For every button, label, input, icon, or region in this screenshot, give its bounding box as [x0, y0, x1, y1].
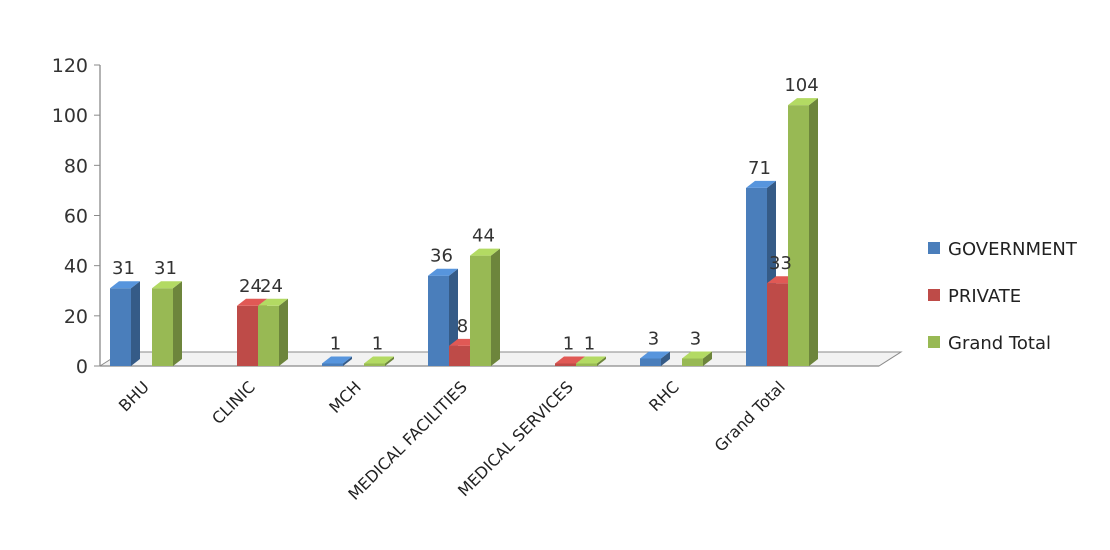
bar-side [597, 356, 606, 366]
data-label: 1 [372, 333, 383, 354]
y-tick-label: 120 [52, 55, 88, 77]
bar-top [788, 98, 818, 106]
legend-swatch [928, 242, 940, 254]
x-tick-label: MCH [325, 377, 365, 417]
bar-top [746, 180, 776, 188]
bar-top [555, 356, 585, 364]
y-tick-label: 40 [64, 256, 88, 278]
data-label: 31 [154, 258, 177, 279]
legend-swatch [928, 336, 940, 348]
bar-top [364, 356, 394, 364]
bar [576, 356, 606, 366]
legend-item: Grand Total [928, 333, 1051, 354]
bar-top [640, 351, 670, 359]
legend-swatch [928, 289, 940, 301]
bar-front [470, 255, 491, 366]
x-tick-label: BHU [115, 377, 153, 415]
bar-front [364, 363, 385, 366]
legend-label: PRIVATE [948, 286, 1021, 307]
chart-bars [110, 98, 818, 366]
bar-front [788, 105, 809, 366]
data-label: 24 [260, 276, 283, 297]
bar-front [576, 363, 597, 366]
bar-side [131, 281, 140, 366]
x-tick-label: Grand Total [711, 377, 789, 455]
bar [110, 281, 140, 366]
bar-front [640, 358, 661, 366]
bar-front [237, 305, 258, 366]
bar-side [279, 298, 288, 366]
bar-front [152, 288, 173, 366]
y-axis-ticks: 0 20 40 60 80 100 120 [52, 55, 100, 378]
bar-front [428, 275, 449, 366]
legend-label: GOVERNMENT [948, 239, 1078, 260]
bar-top [682, 351, 712, 359]
bar [470, 248, 500, 366]
bar-front [767, 283, 788, 366]
bar-front [555, 363, 576, 366]
data-label: 1 [584, 333, 595, 354]
bar-top [576, 356, 606, 364]
x-tick-label: CLINIC [208, 377, 259, 428]
bar-side [173, 281, 182, 366]
legend-label: Grand Total [948, 333, 1051, 354]
bar-side [809, 98, 818, 366]
bar-front [258, 305, 279, 366]
bar [682, 351, 712, 366]
bar-front [746, 187, 767, 366]
data-label: 33 [769, 253, 792, 274]
y-tick-label: 100 [52, 105, 88, 127]
bar-top [152, 281, 182, 289]
bar-top [258, 298, 288, 306]
bar [258, 298, 288, 366]
y-tick-label: 80 [64, 155, 88, 177]
bar-front [449, 345, 470, 366]
data-label: 1 [563, 333, 574, 354]
bar-front [682, 358, 703, 366]
data-label: 71 [748, 158, 771, 179]
chart-legend: GOVERNMENT PRIVATE Grand Total [928, 239, 1078, 354]
bar-top [110, 281, 140, 289]
bar-front [110, 288, 131, 366]
bar-front [322, 363, 343, 366]
data-label: 24 [239, 276, 262, 297]
bar-side [491, 248, 500, 366]
bar-side [385, 356, 394, 366]
data-label: 3 [648, 328, 659, 349]
bar [364, 356, 394, 366]
data-label: 44 [472, 226, 495, 247]
bar-side [343, 356, 352, 366]
bar-side [703, 351, 712, 366]
x-tick-label: RHC [645, 377, 683, 415]
bar-top [428, 268, 458, 276]
bar-top [237, 298, 267, 306]
data-label: 104 [784, 75, 818, 96]
bar [152, 281, 182, 366]
bar-top [322, 356, 352, 364]
data-label: 31 [112, 258, 135, 279]
bar [640, 351, 670, 366]
bar-top [470, 248, 500, 256]
y-tick-label: 20 [64, 306, 88, 328]
bar-side [661, 351, 670, 366]
y-tick-label: 0 [76, 356, 88, 378]
bar [322, 356, 352, 366]
data-label: 8 [457, 316, 468, 337]
data-label: 3 [690, 328, 701, 349]
x-tick-label: MEDICAL SERVICES [454, 377, 577, 500]
x-tick-label: MEDICAL FACILITIES [344, 377, 470, 503]
y-tick-label: 60 [64, 206, 88, 228]
legend-item: PRIVATE [928, 286, 1021, 307]
data-label: 1 [330, 333, 341, 354]
bar [788, 98, 818, 366]
data-label: 36 [430, 246, 453, 267]
legend-item: GOVERNMENT [928, 239, 1078, 260]
